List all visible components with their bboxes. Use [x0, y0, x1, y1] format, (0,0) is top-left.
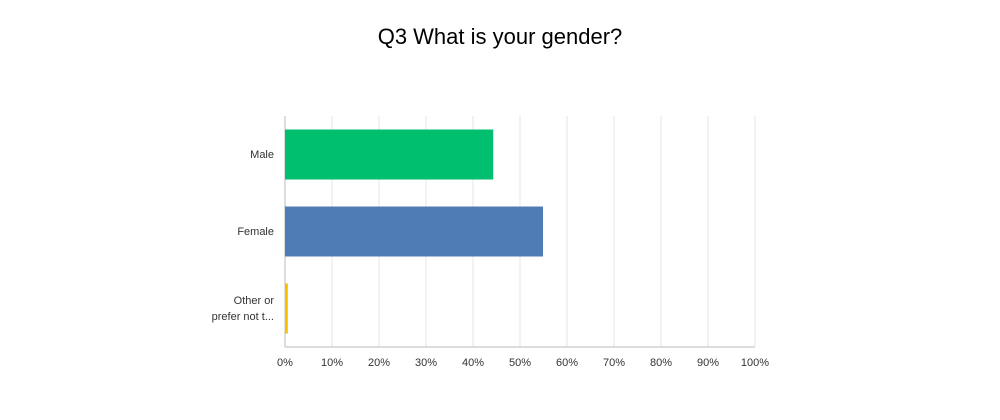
y-tick-label: Other or prefer not t...	[211, 294, 274, 323]
x-tick-label: 40%	[462, 357, 484, 369]
bar	[285, 129, 494, 180]
x-tick-label: 70%	[603, 357, 625, 369]
x-tick-label: 10%	[321, 357, 343, 369]
chart-title: Q3 What is your gender?	[378, 24, 623, 49]
x-tick-label: 20%	[368, 357, 390, 369]
x-tick-label: 60%	[556, 357, 578, 369]
bar	[285, 206, 544, 257]
x-tick-label: 100%	[741, 357, 769, 369]
bar	[285, 283, 288, 334]
x-tick-label: 80%	[650, 357, 672, 369]
x-tick-label: 30%	[415, 357, 437, 369]
x-tick-label: 0%	[277, 357, 293, 369]
y-tick-label: Female	[237, 225, 274, 238]
x-tick-label: 50%	[509, 357, 531, 369]
x-tick-label: 90%	[697, 357, 719, 369]
y-tick-label: Male	[250, 148, 274, 161]
